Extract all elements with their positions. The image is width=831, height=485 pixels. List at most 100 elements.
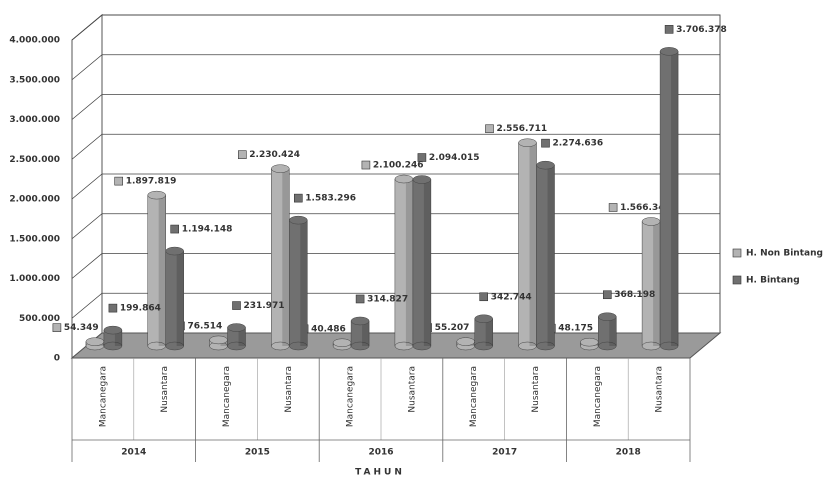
grid-line [71, 133, 720, 160]
bar-top [412, 175, 432, 184]
bar-base [289, 341, 308, 351]
label-marker [608, 203, 618, 212]
y-tick-label: 1.500.000 [9, 234, 60, 244]
label-marker [108, 303, 118, 313]
grid-line [71, 94, 720, 120]
x-tick-label: Nusantara [284, 366, 294, 413]
label-marker [541, 138, 550, 148]
bar-shade [405, 179, 413, 346]
grid-line [71, 292, 720, 319]
data-label: 2.100.246 [373, 161, 424, 171]
bar-top [209, 335, 228, 345]
bar-shade [238, 327, 246, 346]
x-tick-label: Mancanegara [222, 366, 232, 427]
bar-top [456, 337, 475, 346]
label-marker [293, 193, 303, 203]
legend-label: H. Bintang [746, 276, 800, 286]
label-marker [170, 224, 179, 234]
bar-top [350, 316, 370, 326]
data-label: 342.744 [491, 292, 532, 302]
bar-shade [114, 330, 122, 346]
data-label: 2.556.711 [497, 124, 548, 134]
bar-shade [485, 318, 493, 346]
y-tick-label: 4.000.000 [9, 36, 60, 46]
data-label: 231.971 [244, 301, 285, 311]
bar-shade [671, 51, 679, 346]
data-label: 2.230.424 [249, 150, 300, 160]
label-marker [238, 150, 247, 159]
bar-top [536, 160, 555, 170]
x-tick-label: Nusantara [531, 366, 541, 413]
label-marker [52, 323, 62, 332]
grid-line [71, 213, 720, 240]
bar-base [103, 341, 123, 351]
bar-top [641, 217, 661, 226]
bar-top [147, 190, 166, 200]
group-label: 2016 [368, 448, 393, 458]
data-label: 54.349 [64, 323, 99, 333]
bar-base [227, 341, 246, 351]
grid-line [71, 253, 720, 279]
bar-shade [158, 195, 166, 346]
label-marker [361, 160, 371, 170]
bar-base [659, 341, 679, 351]
grid-line [71, 173, 720, 200]
bar-base [350, 341, 370, 351]
bar-base [598, 341, 617, 351]
legend-swatch [732, 275, 742, 285]
bar-base [412, 341, 432, 351]
grid-line [71, 14, 720, 41]
data-label: 2.094.015 [429, 153, 480, 163]
bar-base [165, 341, 184, 351]
label-marker [114, 176, 123, 186]
group-label: 2018 [616, 448, 641, 458]
label-marker [485, 124, 494, 134]
y-tick-label: 2.000.000 [9, 195, 60, 205]
data-label: 3.706.378 [676, 25, 727, 35]
label-marker [355, 294, 365, 304]
bar-shade [176, 251, 184, 346]
bar-top [332, 338, 352, 348]
x-tick-label: Mancanegara [469, 366, 479, 427]
label-marker [417, 153, 427, 162]
data-label: 368.198 [614, 290, 655, 300]
bar-shade [529, 142, 537, 346]
bar-top [474, 314, 493, 324]
data-label: 55.207 [435, 323, 470, 333]
x-tick-label: Nusantara [407, 366, 417, 413]
bar-shade [423, 179, 431, 346]
bar-shade [653, 221, 661, 346]
bar-top [598, 312, 617, 321]
bar-shade [362, 320, 370, 346]
data-label: 314.827 [367, 294, 408, 304]
data-label: 76.514 [188, 321, 223, 331]
x-tick-label: Mancanegara [346, 366, 356, 427]
x-tick-label: Mancanegara [593, 366, 603, 427]
bar-top [227, 323, 246, 332]
data-label: 2.274.636 [553, 139, 604, 149]
x-tick-label: Mancanegara [98, 366, 108, 427]
bar-top [580, 337, 599, 347]
group-label: 2015 [245, 448, 270, 458]
label-marker [602, 290, 612, 300]
y-tick-label: 500.000 [19, 314, 60, 324]
label-marker [232, 301, 241, 310]
bar-base [536, 341, 555, 351]
bar-top [85, 337, 105, 346]
bar-shade [609, 316, 617, 346]
bar-shade [300, 220, 308, 346]
x-tick-label: Nusantara [655, 366, 665, 413]
bar-top [394, 174, 414, 184]
data-label: 199.864 [120, 304, 161, 314]
data-label: 40.486 [311, 324, 346, 334]
bar-shade [547, 165, 555, 346]
y-tick-label: 3.500.000 [9, 75, 60, 85]
bar-top [103, 325, 123, 335]
data-label: 1.566.340 [620, 203, 671, 213]
y-tick-label: 0 [54, 354, 60, 364]
data-label: 1.583.296 [305, 194, 356, 204]
legend-label: H. Non Bintang [746, 249, 823, 259]
bar-top [165, 246, 184, 256]
bar-shade [282, 168, 290, 346]
